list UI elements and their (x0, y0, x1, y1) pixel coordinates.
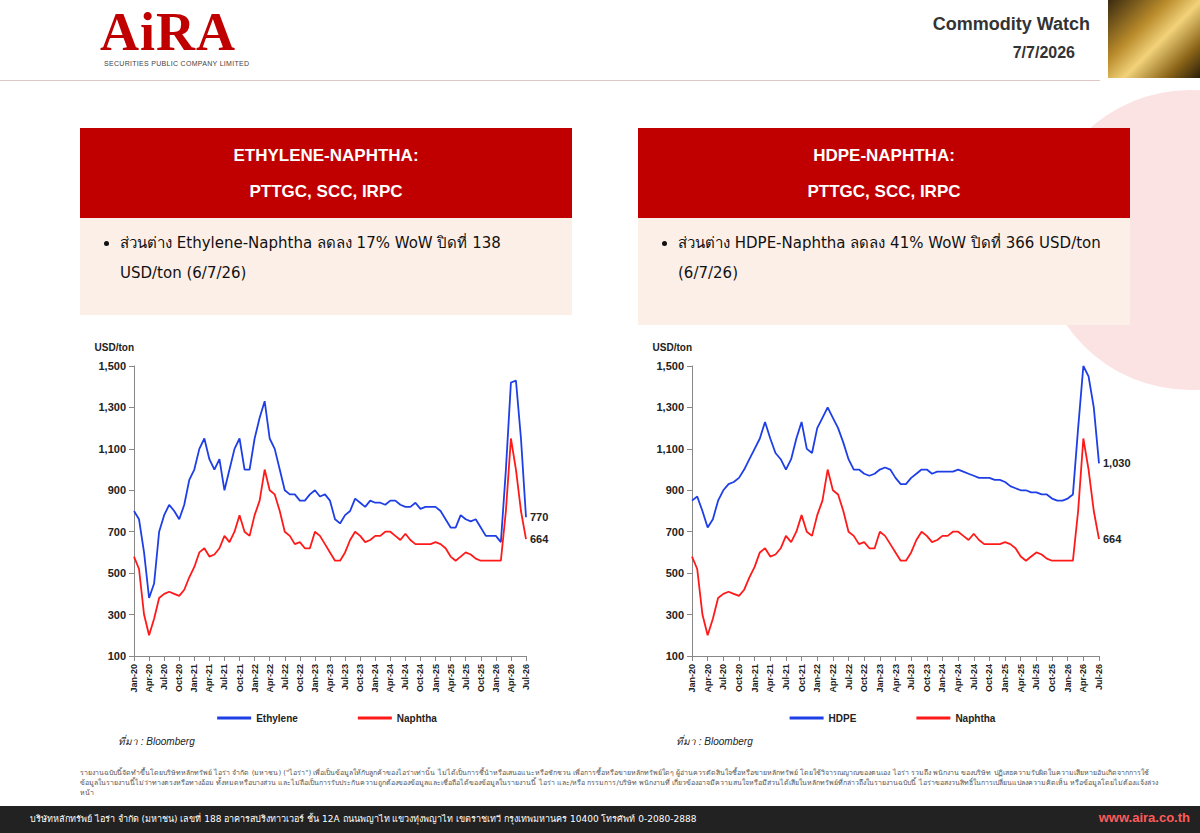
svg-text:Jan-20: Jan-20 (129, 664, 139, 693)
html-text:ส่วนต่าง HDPE-Naphtha ลดลง 41%: ส่วนต่าง HDPE-Naphtha ลดลง 41% WoW ปิดที… (678, 234, 1101, 282)
svg-text:1,300: 1,300 (98, 401, 126, 413)
svg-text:500: 500 (666, 567, 684, 579)
svg-text:Jan-25: Jan-25 (1000, 664, 1010, 693)
svg-text:Jan-21: Jan-21 (750, 664, 760, 693)
svg-text:500: 500 (108, 567, 126, 579)
svg-text:Jan-20: Jan-20 (687, 664, 697, 693)
svg-text:Jan-23: Jan-23 (875, 664, 885, 693)
svg-text:700: 700 (666, 526, 684, 538)
svg-text:300: 300 (108, 609, 126, 621)
svg-text:USD/ton: USD/ton (653, 342, 692, 353)
svg-text:770: 770 (530, 511, 548, 523)
svg-text:Oct-25: Oct-25 (1047, 664, 1057, 692)
svg-text:Jan-26: Jan-26 (491, 664, 501, 693)
svg-text:700: 700 (108, 526, 126, 538)
svg-text:Jul-25: Jul-25 (461, 664, 471, 690)
svg-text:Jul-26: Jul-26 (521, 664, 531, 690)
svg-text:Apr-22: Apr-22 (828, 664, 838, 693)
svg-text:Apr-20: Apr-20 (144, 664, 154, 693)
svg-text:100: 100 (108, 650, 126, 662)
svg-text:HDPE: HDPE (829, 713, 857, 724)
svg-text:Oct-20: Oct-20 (174, 664, 184, 692)
svg-text:Jan-21: Jan-21 (189, 664, 199, 693)
html-text:SECURITIES PUBLIC COMPANY LIMI: SECURITIES PUBLIC COMPANY LIMITED (104, 60, 250, 67)
svg-text:664: 664 (530, 533, 549, 545)
svg-text:Jul-22: Jul-22 (844, 664, 854, 690)
html-text:www.aira.co.th: www.aira.co.th (1098, 810, 1190, 825)
svg-text:Oct-20: Oct-20 (734, 664, 744, 692)
svg-text:Jul-24: Jul-24 (969, 664, 979, 690)
svg-text:Apr-24: Apr-24 (385, 664, 395, 693)
svg-text:1,030: 1,030 (1103, 457, 1131, 469)
svg-text:Apr-25: Apr-25 (1016, 664, 1026, 693)
svg-text:Apr-21: Apr-21 (204, 664, 214, 693)
html-text:7/7/2026: 7/7/2026 (1012, 44, 1075, 61)
svg-text:Oct-22: Oct-22 (295, 664, 305, 692)
svg-text:Apr-26: Apr-26 (506, 664, 516, 693)
svg-text:Jan-23: Jan-23 (310, 664, 320, 693)
svg-text:Apr-21: Apr-21 (765, 664, 775, 693)
html-text:PTTGC, SCC, IRPC: PTTGC, SCC, IRPC (807, 182, 961, 201)
svg-text:Jul-21: Jul-21 (219, 664, 229, 690)
svg-text:Oct-21: Oct-21 (797, 664, 807, 692)
svg-text:Jul-23: Jul-23 (340, 664, 350, 690)
svg-text:Apr-25: Apr-25 (446, 664, 456, 693)
svg-text:USD/ton: USD/ton (95, 342, 134, 353)
svg-text:Oct-21: Oct-21 (235, 664, 245, 692)
svg-text:Jan-22: Jan-22 (250, 664, 260, 693)
svg-text:Oct-24: Oct-24 (984, 664, 994, 692)
html-text:ที่มา : Bloomberg: ที่มา : Bloomberg (676, 736, 753, 747)
svg-text:Apr-22: Apr-22 (265, 664, 275, 693)
svg-text:Oct-22: Oct-22 (859, 664, 869, 692)
svg-text:Apr-26: Apr-26 (1078, 664, 1088, 693)
html-text:บริษัทหลักทรัพย์ ไอร่า จำกัด (: บริษัทหลักทรัพย์ ไอร่า จำกัด (มหาชน) เลข… (30, 814, 697, 824)
svg-text:664: 664 (1103, 533, 1122, 545)
svg-text:900: 900 (666, 484, 684, 496)
html-text:รายงานฉบับนี้จัดทำขึ้นโดยบริษั: รายงานฉบับนี้จัดทำขึ้นโดยบริษัทหลักทรัพย… (80, 769, 1158, 797)
svg-text:Jul-22: Jul-22 (280, 664, 290, 690)
svg-text:Jul-26: Jul-26 (1094, 664, 1104, 690)
svg-text:Apr-20: Apr-20 (703, 664, 713, 693)
svg-text:Oct-25: Oct-25 (476, 664, 486, 692)
svg-text:Apr-23: Apr-23 (325, 664, 335, 693)
svg-text:100: 100 (666, 650, 684, 662)
html-text:ส่วนต่าง Ethylene-Naphtha ลดลง: ส่วนต่าง Ethylene-Naphtha ลดลง 17% WoW ป… (120, 234, 501, 282)
html-text:AiRA: AiRA (100, 2, 236, 62)
svg-text:1,500: 1,500 (98, 360, 126, 372)
svg-text:Naphtha: Naphtha (397, 713, 437, 724)
html-text:Commodity Watch: Commodity Watch (932, 14, 1090, 34)
svg-text:Jan-22: Jan-22 (812, 664, 822, 693)
svg-text:Oct-24: Oct-24 (415, 664, 425, 692)
svg-text:Jul-25: Jul-25 (1031, 664, 1041, 690)
svg-text:Oct-23: Oct-23 (355, 664, 365, 692)
svg-text:Jan-26: Jan-26 (1063, 664, 1073, 693)
svg-text:Naphtha: Naphtha (955, 713, 995, 724)
svg-text:Jan-25: Jan-25 (431, 664, 441, 693)
svg-text:1,100: 1,100 (98, 443, 126, 455)
svg-text:300: 300 (666, 609, 684, 621)
svg-text:Oct-23: Oct-23 (922, 664, 932, 692)
svg-text:900: 900 (108, 484, 126, 496)
svg-text:1,100: 1,100 (656, 443, 684, 455)
svg-text:Jul-20: Jul-20 (159, 664, 169, 690)
svg-text:Jul-24: Jul-24 (400, 664, 410, 690)
svg-text:Jan-24: Jan-24 (937, 664, 947, 693)
html-text:ETHYLENE-NAPHTHA:: ETHYLENE-NAPHTHA: (233, 146, 419, 165)
svg-text:Ethylene: Ethylene (256, 713, 298, 724)
svg-text:Apr-23: Apr-23 (891, 664, 901, 693)
html-text:ที่มา : Bloomberg: ที่มา : Bloomberg (118, 736, 195, 747)
svg-text:1,500: 1,500 (656, 360, 684, 372)
svg-text:Jul-21: Jul-21 (781, 664, 791, 690)
svg-text:Jul-20: Jul-20 (718, 664, 728, 690)
svg-text:Jul-23: Jul-23 (906, 664, 916, 690)
svg-text:Apr-24: Apr-24 (953, 664, 963, 693)
svg-text:1,300: 1,300 (656, 401, 684, 413)
html-text:PTTGC, SCC, IRPC: PTTGC, SCC, IRPC (249, 182, 403, 201)
svg-text:Jan-24: Jan-24 (370, 664, 380, 693)
html-text:HDPE-NAPHTHA:: HDPE-NAPHTHA: (813, 146, 955, 165)
